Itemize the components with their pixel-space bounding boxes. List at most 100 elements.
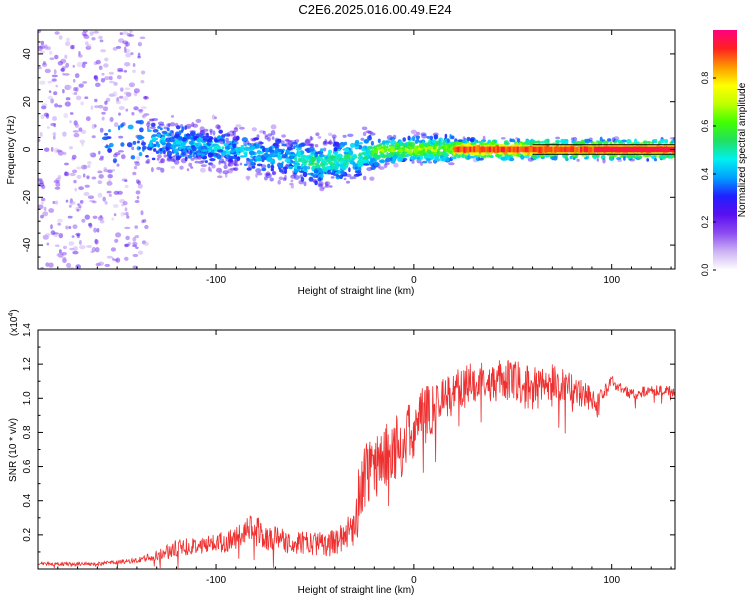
spectrogram-band-cell: [548, 146, 551, 153]
snr-y-axis: 0.2 0.4 0.6 0.8 1.0 1.2 1.4: [22, 323, 675, 553]
spectrogram-cell: [104, 100, 108, 105]
spectrogram-band-cell: [578, 146, 581, 153]
spectrogram-cell: [128, 82, 135, 88]
spectrogram-cell: [124, 256, 129, 261]
spectrogram-cell: [670, 139, 675, 144]
spectrogram-cell: [56, 253, 62, 257]
spectrogram-cell: [47, 262, 54, 268]
spectrogram-cell: [123, 46, 127, 51]
spectrogram-cell: [313, 169, 319, 174]
spectrogram-cell: [129, 30, 133, 34]
spectrogram-cell: [308, 162, 313, 166]
spectrogram-cell: [300, 157, 306, 164]
spectrogram-cell: [362, 131, 367, 136]
spectrogram-cell: [257, 151, 262, 155]
spectrogram-cell: [285, 151, 291, 155]
spectrogram-cell: [137, 109, 144, 112]
spectrogram-band-cell: [617, 146, 620, 153]
spectrogram-band-cell: [465, 146, 468, 153]
spectrogram-cell: [116, 163, 120, 167]
spectrogram-cell: [323, 147, 327, 152]
spectrogram-cell: [228, 140, 233, 144]
spectrogram-cell: [109, 80, 115, 84]
spectrogram-cell: [304, 139, 311, 145]
spectrogram-band-cell: [629, 146, 632, 153]
spectrogram-cell: [387, 153, 392, 157]
spectrogram-cell: [322, 166, 329, 173]
spectrogram-band-cell: [540, 146, 543, 153]
spectrogram-cell: [233, 127, 239, 133]
spectrogram-cell: [62, 245, 68, 250]
spectrogram-cell: [340, 165, 347, 171]
spectrogram-band-cell: [566, 146, 569, 153]
spectrogram-cell: [131, 112, 135, 116]
spectrogram-band-cell: [459, 146, 462, 153]
spectrogram-cell: [267, 133, 273, 137]
spectrogram-cell: [78, 205, 82, 208]
spectrogram-cell: [336, 174, 340, 178]
spectrogram-band-cell: [528, 146, 531, 153]
spectrogram-cell: [98, 174, 104, 179]
spectrogram-cell: [295, 148, 301, 151]
spectrogram-cell: [402, 137, 407, 142]
spectrogram-cell: [390, 140, 397, 145]
spectrogram-cell: [217, 175, 223, 179]
spectrogram-band-cell: [643, 146, 646, 153]
spectrogram-cell: [288, 165, 293, 170]
spectrogram-cell: [38, 66, 42, 70]
spectrogram-cell: [46, 242, 50, 246]
spectrogram-cell: [155, 141, 159, 145]
spectrogram-cell: [329, 139, 332, 145]
spectrogram-cell: [247, 148, 254, 152]
spectrogram-cell: [111, 217, 114, 221]
spectrogram-cell: [63, 73, 70, 76]
spectrogram-cell: [64, 101, 71, 107]
spectrogram-cell: [62, 256, 67, 260]
spectrogram-cell: [437, 148, 440, 154]
spectrogram-cell: [200, 164, 207, 168]
spectrogram-cell: [51, 74, 58, 78]
spectrogram-cell: [44, 147, 50, 152]
spectrogram-cell: [80, 129, 87, 134]
spectrogram-cell: [149, 141, 153, 147]
spectrogram-cell: [65, 41, 71, 47]
spectrogram-cell: [337, 148, 341, 152]
spectrogram-cell: [71, 154, 77, 160]
spectrogram-cell: [370, 146, 374, 150]
spectrogram-band-cell: [589, 146, 593, 153]
spectrogram-cell: [188, 140, 194, 145]
spectrogram-cell: [350, 154, 357, 160]
spectrogram-cell: [39, 131, 43, 137]
snr-y-tick-label: 0.2: [22, 527, 33, 541]
spectrogram-cell: [343, 177, 347, 181]
spectrogram-cell: [151, 157, 156, 161]
spectrogram-band-cell: [506, 146, 509, 153]
spectrogram-cell: [56, 149, 62, 153]
spectrogram-band-cell: [572, 146, 575, 153]
spectrogram-cell: [269, 177, 274, 182]
spectrogram-cell: [61, 251, 67, 256]
spectrogram-cell: [102, 106, 109, 112]
snr-x-tick-label: -100: [206, 575, 226, 586]
spectrogram-cell: [309, 143, 314, 148]
spectrogram-cell: [82, 61, 88, 65]
spectrogram-cell: [115, 100, 122, 105]
spectrogram-cell: [190, 131, 196, 137]
spectrogram-cell: [97, 104, 104, 109]
spectrogram-cell: [195, 118, 202, 123]
spectrogram-cell: [48, 90, 52, 93]
spectrogram-band-cell: [514, 146, 517, 153]
spectrogram-cell: [100, 155, 104, 159]
spectrogram-cell: [157, 154, 162, 159]
spectrogram-cell: [145, 155, 149, 158]
spectrogram-cell: [418, 140, 423, 144]
spectrogram-cell: [103, 63, 109, 68]
spectrogram-cell: [602, 158, 606, 164]
spectrogram-cell: [123, 50, 127, 53]
spectrogram-cell: [365, 130, 372, 134]
spectrogram-cell: [108, 129, 111, 133]
spectrogram-cell: [108, 193, 112, 197]
spectrogram-band-cell: [613, 146, 616, 153]
spectrogram-cell: [69, 146, 73, 150]
spectrogram-cell: [86, 175, 90, 180]
